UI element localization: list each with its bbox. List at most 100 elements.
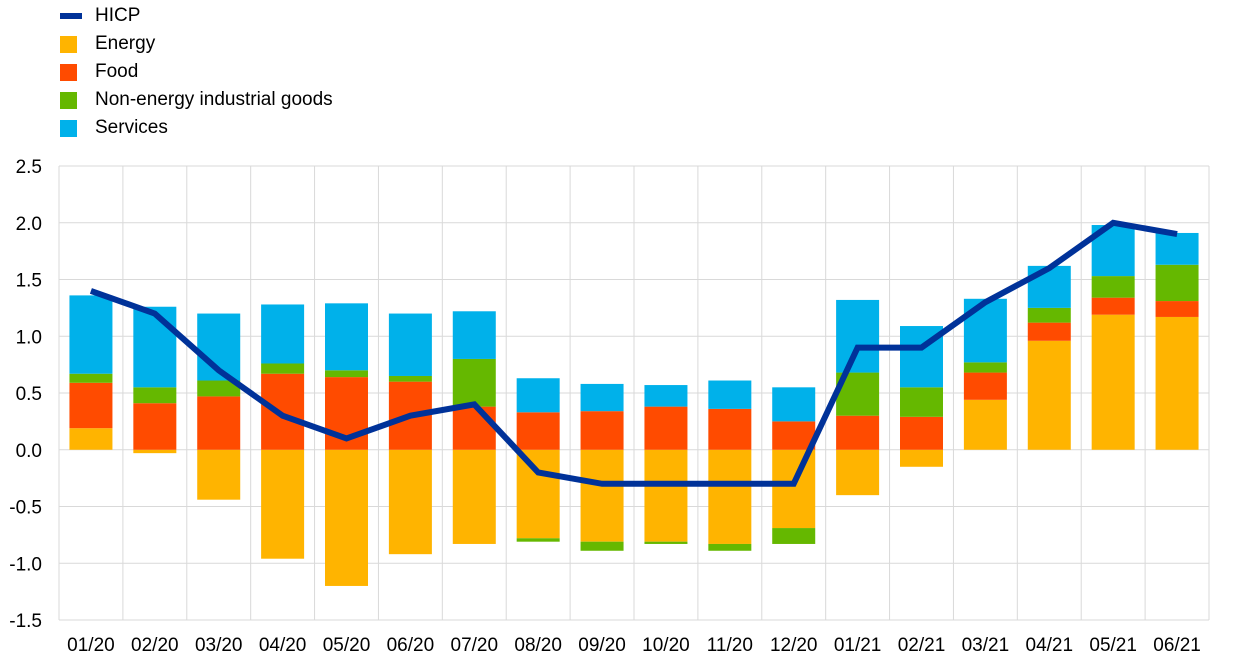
bar-services-2 [133, 306, 177, 388]
bar-non-energy-industrial-goods-12 [772, 528, 816, 544]
x-tick-label: 11/20 [707, 635, 753, 656]
bar-food-9 [580, 411, 624, 450]
x-tick-label: 05/21 [1089, 635, 1137, 656]
bar-food-14 [900, 416, 943, 450]
legend-swatch-neig [60, 91, 77, 109]
y-axis-tick-labels: 2.5 2.0 1.5 1.0 0.5 0.0 -0.5 -1.0 -1.5 [9, 157, 42, 632]
x-axis-tick-labels: 01/20 02/20 03/20 04/20 05/20 06/20 07/20 08/20… [67, 635, 1201, 656]
bar-energy-12 [772, 449, 816, 529]
bar-food-7 [452, 406, 496, 450]
bar-services-6 [388, 313, 432, 376]
x-tick-label: 12/20 [770, 635, 818, 656]
x-tick-label: 07/20 [451, 635, 499, 656]
x-tick-label: 06/21 [1153, 635, 1201, 656]
legend: HICP Energy Food Non-energy industrial g… [60, 2, 333, 142]
bar-energy-7 [452, 449, 496, 544]
bar-energy-10 [644, 449, 688, 542]
x-tick-label: 03/20 [195, 635, 243, 656]
y-tick-label: 0.0 [16, 441, 42, 462]
x-tick-label: 08/20 [514, 635, 562, 656]
y-tick-label: -1.5 [9, 611, 42, 632]
bar-services-11 [708, 380, 752, 409]
y-tick-label: -1.0 [9, 554, 42, 575]
bar-non-energy-industrial-goods-10 [644, 541, 688, 544]
bar-food-1 [69, 382, 113, 429]
bar-non-energy-industrial-goods-14 [900, 387, 943, 417]
legend-item-services: Services [60, 114, 333, 142]
bar-food-3 [197, 396, 241, 450]
legend-item-energy: Energy [60, 30, 333, 58]
bar-food-15 [963, 372, 1007, 400]
bar-food-2 [133, 403, 177, 450]
bar-non-energy-industrial-goods-3 [197, 380, 241, 397]
legend-label-neig: Non-energy industrial goods [95, 89, 333, 110]
bar-energy-18 [1155, 316, 1199, 450]
bar-energy-14 [900, 449, 943, 467]
bar-energy-4 [261, 449, 305, 559]
bar-food-10 [644, 406, 688, 450]
bar-energy-15 [963, 399, 1007, 450]
bar-food-16 [1027, 322, 1071, 341]
legend-item-hicp: HICP [60, 2, 333, 30]
y-tick-label: 1.5 [16, 271, 42, 292]
legend-item-neig: Non-energy industrial goods [60, 86, 333, 114]
bar-services-7 [452, 311, 496, 359]
legend-label-energy: Energy [95, 33, 156, 54]
x-tick-label: 02/21 [898, 635, 946, 656]
x-tick-label: 01/20 [67, 635, 115, 656]
bar-energy-2 [133, 449, 177, 454]
bar-services-8 [516, 378, 560, 413]
bar-energy-1 [69, 428, 113, 450]
bar-services-15 [963, 298, 1007, 363]
bar-non-energy-industrial-goods-11 [708, 543, 752, 551]
x-tick-label: 06/20 [387, 635, 435, 656]
x-tick-label: 01/21 [834, 635, 882, 656]
legend-label-services: Services [95, 117, 168, 138]
bar-food-18 [1155, 301, 1199, 317]
bar-services-9 [580, 383, 624, 412]
legend-label-hicp: HICP [95, 5, 141, 26]
legend-label-food: Food [95, 61, 139, 82]
legend-swatch-hicp [60, 13, 82, 19]
bar-food-4 [261, 373, 305, 450]
bar-energy-17 [1091, 314, 1135, 450]
y-tick-label: 0.5 [16, 384, 42, 405]
bar-services-1 [69, 295, 113, 374]
bar-non-energy-industrial-goods-5 [325, 370, 368, 378]
bar-non-energy-industrial-goods-6 [388, 375, 432, 382]
bar-food-8 [516, 412, 560, 450]
x-tick-label: 03/21 [962, 635, 1010, 656]
bar-non-energy-industrial-goods-2 [133, 387, 177, 404]
bar-non-energy-industrial-goods-18 [1155, 264, 1199, 302]
x-tick-label: 05/20 [323, 635, 371, 656]
bar-non-energy-industrial-goods-4 [261, 363, 305, 374]
bar-services-13 [836, 299, 880, 373]
y-tick-label: 2.0 [16, 214, 42, 235]
bar-stack-group [69, 225, 1199, 586]
bar-energy-13 [836, 449, 880, 496]
bar-energy-11 [708, 449, 752, 544]
hicp-line-group [89, 219, 1178, 487]
bar-food-11 [708, 408, 752, 450]
bar-non-energy-industrial-goods-7 [452, 358, 496, 407]
bar-non-energy-industrial-goods-16 [1027, 307, 1071, 323]
bar-energy-5 [325, 449, 368, 586]
y-tick-label: -0.5 [9, 498, 42, 519]
legend-swatch-services [60, 119, 77, 137]
bar-energy-6 [388, 449, 432, 555]
bar-services-4 [261, 304, 305, 364]
bar-energy-16 [1027, 340, 1071, 450]
x-tick-label: 10/20 [642, 635, 690, 656]
bar-energy-9 [580, 449, 624, 542]
bar-non-energy-industrial-goods-17 [1091, 276, 1135, 298]
bar-food-17 [1091, 297, 1135, 315]
bar-food-13 [836, 415, 880, 450]
y-tick-label: 1.0 [16, 327, 42, 348]
hicp-line [89, 219, 1178, 487]
bar-services-5 [325, 303, 368, 371]
legend-swatch-energy [60, 35, 77, 53]
bar-services-18 [1155, 232, 1199, 265]
bar-non-energy-industrial-goods-1 [69, 373, 113, 383]
bar-energy-8 [516, 449, 560, 539]
